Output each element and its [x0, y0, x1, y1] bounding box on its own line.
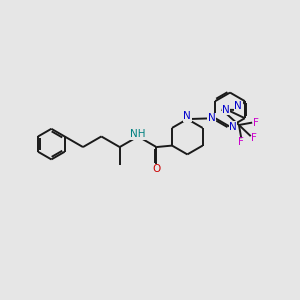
Text: N: N: [184, 111, 191, 121]
Text: F: F: [253, 118, 259, 128]
Text: O: O: [152, 164, 160, 174]
Text: N: N: [235, 101, 242, 111]
Text: N: N: [229, 122, 237, 132]
Text: N: N: [222, 105, 230, 115]
Text: NH: NH: [130, 129, 146, 139]
Text: F: F: [251, 133, 257, 142]
Text: N: N: [208, 113, 216, 123]
Text: F: F: [238, 137, 244, 147]
